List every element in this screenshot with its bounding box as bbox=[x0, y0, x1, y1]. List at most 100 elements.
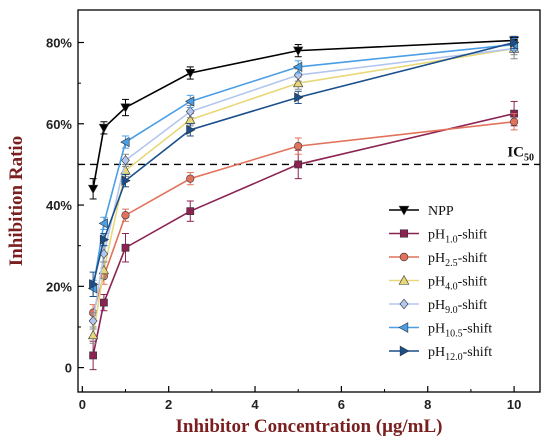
legend-label-main: pH bbox=[428, 228, 445, 243]
legend-label: pH10.5-shift bbox=[428, 322, 492, 340]
legend-marker bbox=[398, 275, 410, 285]
series-line bbox=[92, 43, 515, 289]
data-point bbox=[510, 117, 519, 126]
data-point bbox=[88, 315, 98, 326]
x-tick-label: 8 bbox=[424, 397, 431, 412]
y-tick-label: 60% bbox=[46, 117, 72, 132]
legend-label-sub: 1.0 bbox=[445, 235, 458, 246]
data-point bbox=[89, 279, 99, 290]
x-tick-label: 2 bbox=[165, 397, 172, 412]
data-point bbox=[121, 175, 131, 186]
legend-label-suffix: -shift bbox=[458, 251, 488, 266]
data-point bbox=[293, 77, 304, 88]
legend: NPPpH1.0-shiftpH2.5-shiftpH4.0-shiftpH9.… bbox=[389, 204, 492, 363]
legend-label: NPP bbox=[428, 204, 454, 219]
legend-marker bbox=[399, 298, 409, 310]
data-point bbox=[120, 136, 130, 148]
legend-item: pH4.0-shift bbox=[389, 275, 487, 293]
legend-label-suffix: -shift bbox=[458, 275, 488, 290]
data-point bbox=[185, 96, 195, 107]
data-point bbox=[89, 351, 97, 360]
legend-label: pH1.0-shift bbox=[428, 228, 487, 246]
series-6 bbox=[89, 35, 520, 297]
plot-area: 0 2 4 6 8 10 020%40%60%80% IC50 NPPpH1.0-shif… bbox=[46, 9, 541, 412]
legend-label-main: pH bbox=[428, 251, 445, 266]
legend-label-sub: 9.0 bbox=[445, 305, 458, 316]
data-point bbox=[120, 103, 131, 113]
legend-label-main: pH bbox=[428, 298, 445, 313]
legend-label-main: pH bbox=[428, 345, 445, 360]
x-tick-label: 0 bbox=[79, 397, 86, 412]
legend-label-main: pH bbox=[428, 322, 445, 337]
ic50-label-sub: 50 bbox=[524, 152, 534, 163]
legend-item: pH10.5-shift bbox=[389, 322, 492, 340]
data-point bbox=[100, 298, 108, 307]
data-point bbox=[186, 174, 195, 183]
legend-label-sub: 10.5 bbox=[445, 329, 463, 340]
data-point bbox=[294, 92, 304, 103]
legend-item: pH9.0-shift bbox=[389, 298, 487, 316]
x-tick-label: 6 bbox=[338, 397, 345, 412]
legend-label-sub: 2.5 bbox=[445, 258, 458, 269]
legend-item: pH1.0-shift bbox=[389, 228, 487, 246]
legend-label: pH2.5-shift bbox=[428, 251, 487, 269]
series-3 bbox=[87, 42, 520, 344]
y-axis-title: Inhibition Ratio bbox=[6, 136, 27, 266]
legend-label-suffix: -shift bbox=[463, 322, 493, 337]
ic50-label-main: IC bbox=[507, 144, 524, 160]
y-tick-label: 0 bbox=[65, 361, 72, 376]
legend-label: pH9.0-shift bbox=[428, 298, 487, 316]
data-point bbox=[87, 184, 99, 195]
data-point bbox=[98, 218, 108, 229]
data-point bbox=[121, 155, 130, 166]
legend-item: pH12.0-shift bbox=[389, 345, 492, 363]
legend-marker bbox=[399, 252, 409, 262]
data-point bbox=[186, 207, 195, 216]
data-point bbox=[98, 123, 110, 134]
legend-marker bbox=[398, 322, 409, 333]
ic50-label: IC50 bbox=[507, 144, 534, 163]
data-point bbox=[294, 142, 303, 151]
legend-label-sub: 12.0 bbox=[445, 352, 463, 363]
legend-label: pH12.0-shift bbox=[428, 345, 492, 363]
data-point bbox=[294, 160, 303, 169]
legend-marker bbox=[399, 229, 409, 238]
plot-frame bbox=[77, 9, 541, 393]
data-point bbox=[87, 329, 99, 340]
legend-marker bbox=[398, 205, 410, 216]
legend-label: pH4.0-shift bbox=[428, 275, 487, 293]
legend-label-main: NPP bbox=[428, 204, 454, 219]
series-line bbox=[92, 47, 515, 336]
y-axis-ticks: 0 20% 40% 60% 80% bbox=[46, 36, 84, 376]
series-0 bbox=[87, 35, 520, 200]
legend-item: pH2.5-shift bbox=[389, 251, 487, 269]
legend-label-main: pH bbox=[428, 275, 445, 290]
x-tick-label: 4 bbox=[251, 397, 259, 412]
series-line bbox=[92, 39, 515, 189]
y-tick-label: 20% bbox=[46, 279, 72, 294]
data-point bbox=[292, 61, 303, 73]
legend-label-suffix: -shift bbox=[458, 298, 488, 313]
series-line bbox=[92, 47, 515, 322]
data-point bbox=[185, 68, 196, 79]
data-point bbox=[185, 106, 195, 117]
legend-label-sub: 4.0 bbox=[445, 282, 458, 293]
y-tick-label: 40% bbox=[46, 198, 72, 213]
x-axis-title: Inhibitor Concentration (μg/mL) bbox=[176, 416, 443, 437]
series-line bbox=[92, 41, 515, 285]
legend-item: NPP bbox=[389, 204, 454, 219]
series-line bbox=[92, 112, 515, 356]
data-point bbox=[293, 46, 304, 56]
y-tick-label: 80% bbox=[46, 36, 72, 51]
data-point bbox=[121, 211, 130, 220]
x-axis-ticks: 0 2 4 6 8 10 bbox=[79, 386, 521, 412]
x-tick-label: 10 bbox=[507, 397, 521, 412]
legend-marker bbox=[399, 345, 410, 357]
legend-label-suffix: -shift bbox=[458, 228, 488, 243]
data-point bbox=[99, 234, 110, 245]
legend-label-suffix: -shift bbox=[463, 345, 493, 360]
series-layer bbox=[87, 35, 520, 371]
data-point bbox=[510, 37, 520, 48]
data-point bbox=[121, 243, 130, 252]
